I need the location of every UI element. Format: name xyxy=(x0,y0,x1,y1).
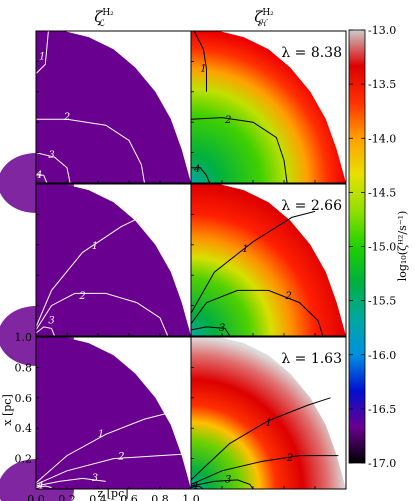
contour-line xyxy=(190,326,231,337)
contour-label: 3 xyxy=(225,474,231,485)
panel-row1-left: 1 2 34 xyxy=(0,30,192,213)
y-tick-label: 1.0 xyxy=(15,331,33,344)
contour-label: 1 xyxy=(39,51,45,62)
panel-row3-right: 1 2 3 4 λ = 1.63 xyxy=(190,336,347,491)
y-axis-label: x [pc] xyxy=(1,394,14,426)
contour-label: 2 xyxy=(224,115,231,126)
heatmap-region xyxy=(191,337,346,489)
contour-label: 3 xyxy=(92,473,98,484)
colorbar-tick-label: -14.5 xyxy=(368,186,396,199)
contour-line xyxy=(36,118,145,184)
y-tick-label: 0.6 xyxy=(15,392,33,405)
contour-line xyxy=(190,479,254,490)
x-tick-label: 1.0 xyxy=(182,493,200,501)
contour-line xyxy=(35,173,48,184)
contour-label: 2 xyxy=(63,112,70,123)
core-shading xyxy=(0,459,74,501)
contour-label: 3 xyxy=(48,315,54,326)
y-tick-label: 0.8 xyxy=(15,361,33,374)
lambda-label: λ = 1.63 xyxy=(281,351,342,367)
contour-label: 4 xyxy=(191,480,198,491)
heatmap-region xyxy=(191,184,346,336)
column-title-left: ζH₂ ℒ xyxy=(94,8,114,29)
heatmap-region xyxy=(191,31,346,183)
contour-label: 2 xyxy=(117,452,124,463)
contour-line xyxy=(190,397,331,481)
y-tick-label: 0.2 xyxy=(15,453,33,466)
panel-row2-right: 1 2 3 λ = 2.66 xyxy=(190,183,347,337)
contour-label: 1 xyxy=(242,244,248,255)
colorbar-label: log₁₀(ζᴴ²/s⁻¹) xyxy=(396,211,409,282)
colorbar-tick-label: -14.0 xyxy=(368,132,396,145)
contour-label: 1 xyxy=(200,63,206,74)
contour-line xyxy=(193,30,207,92)
contour-label: 2 xyxy=(286,453,293,464)
contour-label: 4 xyxy=(36,480,43,491)
column-title-right: ζH₂ ℋ xyxy=(254,8,274,29)
contour-label: 1 xyxy=(92,241,98,252)
contour-label: 4 xyxy=(35,170,42,181)
contour-line xyxy=(35,292,169,337)
contour-line xyxy=(35,477,106,487)
heatmap-region xyxy=(36,31,191,183)
x-tick-label: 0.8 xyxy=(151,493,169,501)
contour-line xyxy=(35,409,181,484)
contour-line xyxy=(35,30,49,74)
contour-line xyxy=(190,117,288,184)
contour-line xyxy=(35,485,52,488)
contour-label: 2 xyxy=(78,291,85,302)
panel-row3-left: 1 2 3 4 xyxy=(0,336,192,501)
colorbar-tick-label: -15.5 xyxy=(368,295,396,308)
lambda-label: λ = 8.38 xyxy=(281,45,342,61)
lambda-label: λ = 2.66 xyxy=(281,198,342,214)
panel-frame xyxy=(190,30,347,184)
contour-line xyxy=(190,485,204,490)
contour-label: 3 xyxy=(48,150,54,161)
x-tick-label: 0.0 xyxy=(27,493,45,501)
contour-line xyxy=(35,326,56,337)
colorbar-ticks: -13.0 -13.5 -14.0 -14.5 -15.0 -15.5 -16.0 -16.5… xyxy=(349,24,396,470)
colorbar-tick-label: -16.5 xyxy=(368,403,396,416)
colorbar-tick-label: -13.5 xyxy=(368,78,396,91)
contour-label: 1 xyxy=(98,429,104,440)
y-tick-label: 0.4 xyxy=(15,422,33,435)
contour-line xyxy=(190,455,339,485)
contour-line xyxy=(190,289,324,337)
contour-label: 1 xyxy=(265,418,271,429)
contour-label: 3 xyxy=(219,323,225,334)
x-axis-ticks: 0.0 0.2 0.4 0.6 0.8 1.0 xyxy=(27,493,200,501)
contour-line xyxy=(35,210,153,328)
x-tick-label: 0.2 xyxy=(58,493,76,501)
x-axis-label: z [pc] xyxy=(97,487,128,500)
colorbar-tick-label: -16.0 xyxy=(368,349,396,362)
y-axis-ticks: 0.2 0.4 0.6 0.8 1.0 xyxy=(15,331,33,466)
contour-line xyxy=(35,453,187,485)
colorbar-tick-label: -17.0 xyxy=(368,457,396,470)
panel-row1-right: 1 2 4 λ = 8.38 xyxy=(190,30,347,184)
contour-line xyxy=(191,167,211,184)
contour-line xyxy=(190,210,316,314)
x-tick-label: 0.6 xyxy=(120,493,138,501)
x-tick-label: 0.4 xyxy=(89,493,107,501)
colorbar-tick-label: -13.0 xyxy=(368,24,396,37)
panel-frame xyxy=(190,183,347,337)
colorbar-tick-label: -15.0 xyxy=(368,241,396,254)
panel-frame xyxy=(190,336,347,490)
contour-line xyxy=(35,152,71,184)
colorbar: -13.0 -13.5 -14.0 -14.5 -15.0 -15.5 -16.0 -16.5… xyxy=(348,24,409,470)
contour-label: 2 xyxy=(284,291,291,302)
contour-label: 4 xyxy=(193,164,200,175)
heatmap-region xyxy=(36,184,191,336)
